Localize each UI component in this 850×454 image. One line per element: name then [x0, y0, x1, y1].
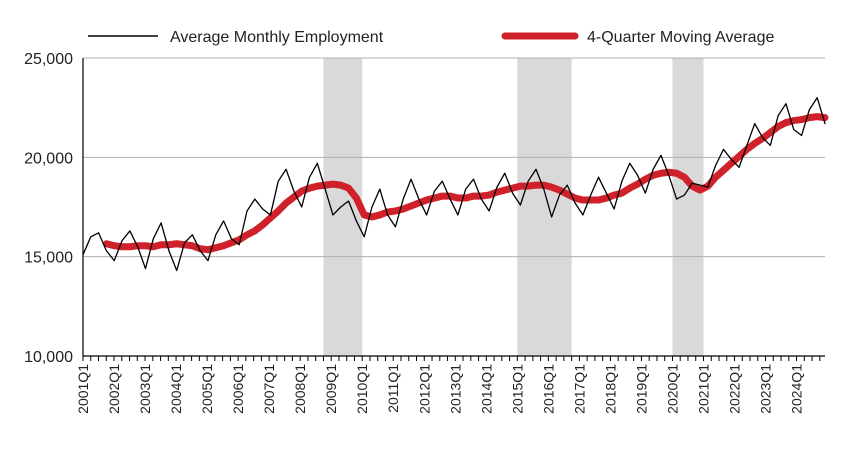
x-tick-label: 2007Q1	[261, 364, 277, 414]
x-tick-label: 2015Q1	[509, 364, 525, 414]
x-tick-label: 2012Q1	[416, 364, 432, 414]
x-tick-label: 2022Q1	[727, 364, 743, 414]
x-tick-label: 2020Q1	[664, 364, 680, 414]
y-tick-label: 15,000	[24, 250, 73, 267]
legend-label-employment: Average Monthly Employment	[170, 29, 384, 46]
legend: Average Monthly Employment 4-Quarter Mov…	[88, 29, 774, 46]
x-tick-label: 2004Q1	[168, 364, 184, 414]
x-tick-label: 2021Q1	[695, 364, 711, 414]
x-tick-label: 2016Q1	[540, 364, 556, 414]
y-tick-label: 20,000	[24, 150, 73, 167]
axes	[82, 58, 825, 361]
x-tick-label: 2006Q1	[230, 364, 246, 414]
x-tick-label: 2011Q1	[385, 364, 401, 413]
y-tick-label: 25,000	[24, 51, 73, 68]
x-tick-label: 2001Q1	[75, 364, 91, 414]
x-tick-label: 2010Q1	[354, 364, 370, 414]
x-tick-label: 2013Q1	[447, 364, 463, 414]
moving-average-series	[102, 113, 829, 254]
employment-series	[82, 97, 826, 272]
x-tick-label: 2019Q1	[633, 364, 649, 414]
x-tick-label: 2002Q1	[106, 364, 122, 414]
employment-line	[82, 97, 826, 272]
recession-band-2	[517, 58, 572, 356]
x-axis-tick-labels: 2001Q1 2002Q1 2003Q1 2004Q1 2005Q1 2006Q1 2007…	[75, 364, 805, 414]
y-tick-label: 10,000	[24, 349, 73, 366]
recession-band-3	[672, 58, 704, 356]
x-tick-label: 2023Q1	[758, 364, 774, 414]
recession-band-1	[323, 58, 363, 356]
x-tick-label: 2003Q1	[137, 364, 153, 414]
x-tick-label: 2024Q1	[789, 364, 805, 414]
y-axis-tick-labels: 10,000 15,000 20,000 25,000	[24, 51, 73, 366]
x-tick-label: 2018Q1	[602, 364, 618, 414]
x-tick-label: 2008Q1	[292, 364, 308, 414]
legend-label-moving-average: 4-Quarter Moving Average	[587, 29, 774, 46]
gridlines	[83, 57, 825, 258]
recession-shading	[323, 58, 704, 356]
moving-average-line	[102, 113, 829, 254]
x-tick-label: 2014Q1	[478, 364, 494, 414]
x-tick-label: 2005Q1	[199, 364, 215, 414]
x-tick-label: 2017Q1	[571, 364, 587, 414]
x-tick-label: 2009Q1	[323, 364, 339, 414]
